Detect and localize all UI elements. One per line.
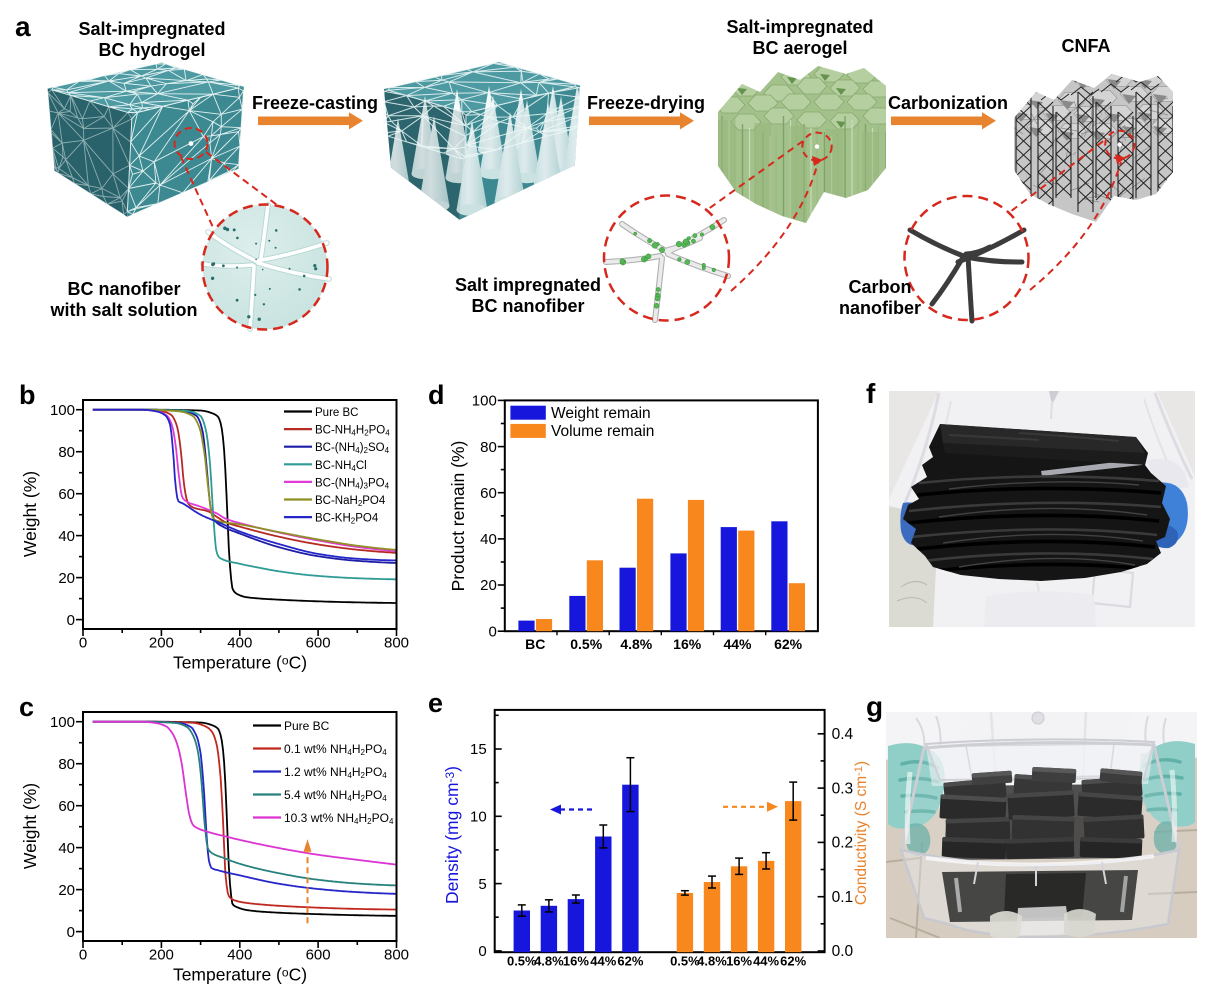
svg-text:Weight remain: Weight remain	[551, 405, 651, 422]
svg-text:20: 20	[58, 882, 75, 899]
svg-text:4.8%: 4.8%	[620, 636, 652, 652]
svg-text:15: 15	[470, 741, 487, 758]
svg-text:0: 0	[67, 612, 75, 629]
svg-text:200: 200	[149, 635, 174, 652]
svg-text:10.3 wt% NH4H2PO4: 10.3 wt% NH4H2PO4	[284, 811, 394, 826]
svg-text:0.3: 0.3	[832, 780, 854, 797]
svg-text:5: 5	[478, 876, 486, 893]
svg-text:60: 60	[58, 798, 75, 815]
svg-text:16%: 16%	[726, 954, 752, 969]
svg-text:BC-NH4H2PO4: BC-NH4H2PO4	[315, 425, 390, 438]
svg-text:0.5%: 0.5%	[507, 954, 537, 969]
svg-text:BC-(NH4)3PO4: BC-(NH4)3PO4	[315, 477, 390, 490]
svg-text:Carbon: Carbon	[849, 277, 912, 297]
svg-text:b: b	[19, 380, 36, 410]
svg-text:4.8%: 4.8%	[697, 954, 727, 969]
svg-text:c: c	[19, 692, 34, 722]
svg-text:16%: 16%	[563, 954, 589, 969]
svg-text:20: 20	[480, 577, 497, 594]
svg-text:0.4: 0.4	[832, 726, 854, 743]
svg-text:0: 0	[79, 635, 87, 652]
svg-text:BC-KH2PO4: BC-KH2PO4	[315, 513, 379, 526]
svg-text:80: 80	[58, 444, 75, 461]
svg-text:BC-NH4Cl: BC-NH4Cl	[315, 460, 367, 473]
svg-text:BC nanofiber: BC nanofiber	[471, 296, 584, 316]
svg-text:0: 0	[488, 623, 496, 640]
svg-text:0: 0	[67, 924, 75, 941]
svg-text:80: 80	[480, 439, 497, 456]
svg-text:44%: 44%	[590, 954, 616, 969]
svg-text:Temperature (oC): Temperature (oC)	[173, 965, 307, 985]
svg-text:Weight (%): Weight (%)	[20, 783, 40, 869]
svg-text:62%: 62%	[774, 636, 803, 652]
svg-text:100: 100	[50, 402, 75, 419]
svg-text:e: e	[428, 688, 443, 718]
svg-text:80: 80	[58, 756, 75, 773]
svg-text:g: g	[866, 691, 883, 722]
svg-text:5.4 wt% NH4H2PO4: 5.4 wt% NH4H2PO4	[284, 788, 387, 803]
svg-text:Product remain (%): Product remain (%)	[448, 441, 468, 592]
svg-text:with salt solution: with salt solution	[50, 300, 198, 320]
svg-text:BC aerogel: BC aerogel	[752, 38, 847, 58]
svg-text:0.2: 0.2	[832, 835, 854, 852]
svg-text:BC: BC	[525, 636, 545, 652]
svg-text:4.8%: 4.8%	[534, 954, 564, 969]
svg-text:800: 800	[384, 947, 409, 964]
svg-text:62%: 62%	[617, 954, 643, 969]
svg-text:100: 100	[50, 714, 75, 731]
svg-text:Volume remain: Volume remain	[551, 423, 654, 440]
svg-text:CNFA: CNFA	[1062, 36, 1111, 56]
svg-text:0.1: 0.1	[832, 889, 854, 906]
svg-text:1.2 wt% NH4H2PO4: 1.2 wt% NH4H2PO4	[284, 765, 387, 780]
svg-text:BC nanofiber: BC nanofiber	[67, 279, 180, 299]
svg-text:60: 60	[480, 485, 497, 502]
svg-text:Pure BC: Pure BC	[315, 407, 358, 419]
svg-text:Weight (%): Weight (%)	[20, 471, 40, 557]
svg-text:800: 800	[384, 635, 409, 652]
svg-text:40: 40	[58, 528, 75, 545]
svg-text:Density (mg cm-3): Density (mg cm-3)	[442, 766, 462, 904]
svg-text:Pure BC: Pure BC	[284, 719, 330, 733]
svg-text:0.0: 0.0	[832, 943, 854, 960]
svg-text:0: 0	[478, 943, 486, 960]
svg-text:62%: 62%	[780, 954, 806, 969]
svg-text:Conductivity (S cm-1): Conductivity (S cm-1)	[853, 761, 870, 905]
svg-text:Freeze-casting: Freeze-casting	[252, 93, 378, 113]
svg-text:a: a	[15, 11, 31, 42]
svg-text:44%: 44%	[723, 636, 752, 652]
svg-text:400: 400	[227, 635, 252, 652]
svg-text:400: 400	[227, 947, 252, 964]
svg-text:Salt impregnated: Salt impregnated	[455, 275, 601, 295]
svg-text:40: 40	[58, 840, 75, 857]
svg-text:10: 10	[470, 809, 487, 826]
svg-text:Carbonization: Carbonization	[888, 93, 1008, 113]
svg-text:0.1 wt% NH4H2PO4: 0.1 wt% NH4H2PO4	[284, 742, 387, 757]
svg-text:BC-(NH4)2SO4: BC-(NH4)2SO4	[315, 442, 390, 455]
svg-text:100: 100	[472, 393, 497, 410]
svg-text:BC hydrogel: BC hydrogel	[98, 40, 205, 60]
svg-text:60: 60	[58, 486, 75, 503]
svg-text:BC-NaH2PO4: BC-NaH2PO4	[315, 495, 386, 508]
svg-text:nanofiber: nanofiber	[839, 298, 921, 318]
svg-text:Temperature (oC): Temperature (oC)	[173, 653, 307, 673]
svg-text:0: 0	[79, 947, 87, 964]
svg-text:44%: 44%	[753, 954, 779, 969]
svg-text:40: 40	[480, 531, 497, 548]
svg-text:0.5%: 0.5%	[670, 954, 700, 969]
svg-text:200: 200	[149, 947, 174, 964]
svg-text:d: d	[428, 380, 445, 410]
svg-text:20: 20	[58, 570, 75, 587]
svg-text:Freeze-drying: Freeze-drying	[587, 93, 705, 113]
svg-text:600: 600	[306, 947, 331, 964]
svg-text:Salt-impregnated: Salt-impregnated	[78, 19, 225, 39]
svg-text:600: 600	[306, 635, 331, 652]
svg-text:16%: 16%	[673, 636, 702, 652]
svg-text:Salt-impregnated: Salt-impregnated	[726, 17, 873, 37]
svg-text:0.5%: 0.5%	[570, 636, 602, 652]
svg-text:f: f	[866, 378, 876, 409]
